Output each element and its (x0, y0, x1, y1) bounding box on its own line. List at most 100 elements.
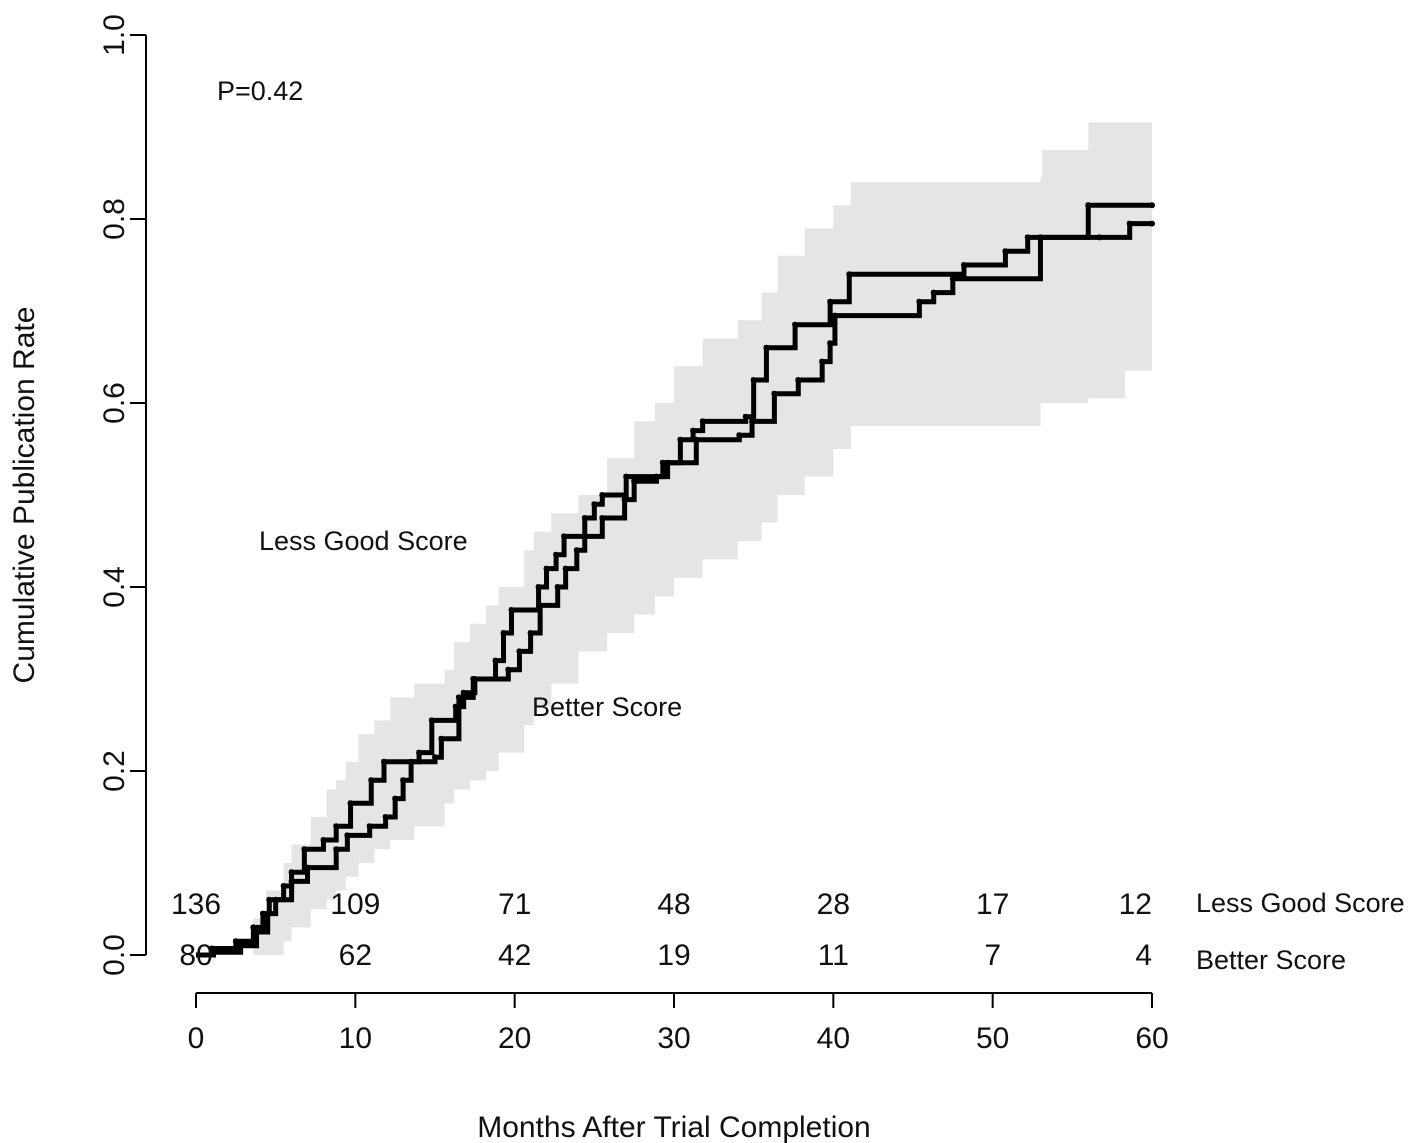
p-value-label: P=0.42 (217, 76, 303, 106)
risk-count: 109 (330, 888, 380, 921)
risk-count: 80 (179, 939, 212, 972)
curve-point (1085, 202, 1092, 209)
curve-point (1149, 220, 1155, 227)
curve-point (527, 630, 534, 636)
curve-point (653, 473, 660, 480)
curve-point (543, 565, 550, 572)
confidence-band (196, 122, 1152, 955)
curve-point (621, 496, 628, 503)
curve-point (455, 694, 462, 701)
risk-count: 62 (339, 939, 372, 972)
x-tick-label: 20 (498, 1022, 531, 1055)
curve-point (516, 648, 523, 655)
x-tick-label: 30 (657, 1022, 690, 1055)
curve-point (508, 607, 515, 613)
x-tick-label: 0 (188, 1022, 205, 1055)
curve-better-score (196, 221, 1152, 958)
curve-point (333, 846, 340, 853)
y-tick-label: 0.8 (98, 198, 131, 240)
curve-point (1149, 202, 1155, 209)
risk-count: 19 (657, 939, 690, 972)
curve-point (253, 929, 260, 935)
curve-point (1002, 248, 1009, 255)
curve-point (492, 657, 499, 664)
annotation-label: Less Good Score (259, 526, 468, 556)
risk-row-label: Less Good Score (1196, 888, 1405, 918)
curve-point (1096, 234, 1103, 241)
risk-count: 71 (498, 888, 531, 921)
curve-point (500, 630, 507, 636)
curve-point (664, 459, 671, 466)
risk-count: 17 (976, 888, 1009, 921)
curve-point (553, 551, 560, 558)
curve-point (1024, 234, 1031, 241)
curve-point (581, 533, 588, 540)
y-tick-label: 1.0 (98, 14, 131, 56)
y-tick-label: 0.2 (98, 750, 131, 792)
curve-point (763, 344, 770, 351)
curve-point (266, 896, 273, 903)
curve-point (631, 478, 638, 485)
risk-count: 136 (171, 888, 221, 921)
curve-point (400, 777, 407, 784)
curve-point (742, 413, 749, 420)
curve-point (347, 800, 354, 807)
curve-point (1037, 234, 1044, 241)
curve-point (599, 492, 606, 498)
confidence-band-area (196, 122, 1152, 955)
y-tick-label: 0.6 (98, 382, 131, 424)
curve-point (537, 602, 544, 609)
curve-point (693, 436, 700, 443)
curve-point (505, 666, 512, 673)
curve-point (750, 377, 757, 383)
curves (196, 202, 1155, 958)
curve-point (736, 432, 743, 439)
x-tick-label: 60 (1135, 1022, 1168, 1055)
y-axis-title: Cumulative Publication Rate (8, 307, 41, 684)
curve-point (460, 689, 467, 696)
curve-point (366, 823, 373, 830)
curve-point (264, 910, 271, 917)
curve-point (304, 864, 311, 871)
curve-point (428, 717, 435, 724)
x-axis-title: Months After Trial Completion (477, 1111, 871, 1143)
curve-point (250, 924, 257, 931)
curve-point (677, 436, 684, 443)
curve-point (795, 377, 802, 383)
curve-point (771, 390, 778, 397)
curve-annotations: Less Good Score Better Score (259, 526, 682, 722)
curve-point (831, 312, 838, 319)
curve-point (368, 777, 375, 784)
curve-point (699, 418, 706, 425)
curve-point (960, 262, 967, 268)
curve-point (259, 910, 266, 917)
curve-point (846, 271, 853, 278)
x-axis: 0 10 20 30 40 50 60 (188, 992, 1169, 1055)
risk-table: 136 109 71 48 28 17 12 Less Good Score 80 62 42 19 1… (171, 888, 1405, 975)
curve-point (272, 896, 279, 903)
curve-point (792, 321, 799, 328)
risk-count: 12 (1119, 888, 1152, 921)
curve-point (554, 584, 561, 590)
curve-point (827, 298, 834, 305)
curve-point (392, 795, 399, 802)
curve-point (623, 473, 630, 480)
curve-point (562, 565, 569, 572)
curve-less-good-score (196, 202, 1152, 958)
curve-point (591, 501, 598, 508)
curve-point (432, 754, 438, 761)
curve-point (749, 418, 756, 425)
curve-point (438, 735, 445, 742)
risk-count: 28 (817, 888, 850, 921)
curve-point (333, 823, 340, 830)
risk-count: 7 (984, 939, 1001, 972)
curve-point (690, 427, 697, 434)
y-tick-label: 0.0 (98, 934, 131, 976)
risk-count: 4 (1135, 939, 1152, 972)
curve-point (381, 758, 388, 765)
curve-point (210, 949, 217, 956)
y-axis: 0.0 0.2 0.4 0.6 0.8 1.0 (98, 14, 147, 976)
curve-point (301, 846, 308, 853)
curve-point (827, 340, 834, 347)
